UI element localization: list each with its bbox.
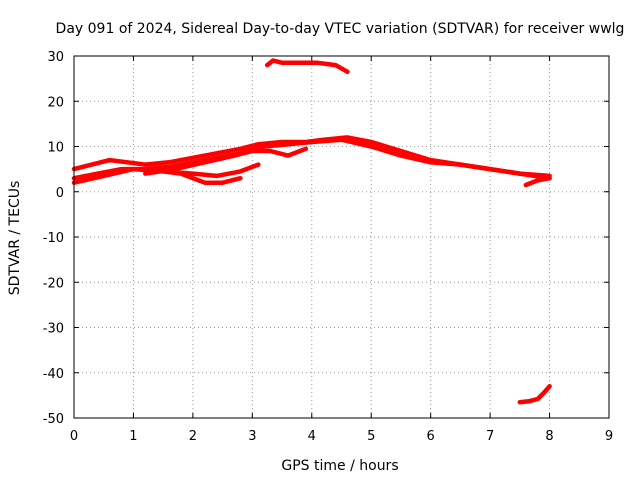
x-tick-label: 7 [486,429,494,444]
y-tick-label: 20 [47,95,64,110]
y-axis-label: SDTVAR / TECUs [7,181,23,296]
series-track-e [160,169,243,185]
y-tick-label: -40 [43,367,64,382]
x-tick-label: 3 [248,429,256,444]
x-tick-label: 5 [367,429,375,444]
y-tick-label: 0 [56,186,64,201]
chart-title: Day 091 of 2024, Sidereal Day-to-day VTE… [56,21,625,37]
series-track-h [517,384,552,405]
x-tick-labels: 0 1 2 3 4 5 6 7 8 9 [70,429,613,444]
series-layer [71,58,552,405]
series-track-g [264,58,350,75]
plot-frame [73,55,610,419]
series-track-f [523,175,552,188]
grid-layer [73,55,610,419]
y-tick-label: -50 [43,412,64,427]
x-tick-label: 2 [189,429,197,444]
x-tick-label: 1 [129,429,137,444]
x-tick-label: 0 [70,429,78,444]
x-tick-label: 4 [308,429,316,444]
series-track-d [143,146,309,176]
y-tick-labels: 30 20 10 0 -10 -20 -30 -40 -50 [43,50,64,427]
y-tick-label: -10 [43,231,64,246]
y-tick-label: -20 [43,276,64,291]
x-tick-label: 6 [427,429,435,444]
x-axis-label: GPS time / hours [281,458,398,474]
x-tick-label: 9 [605,429,613,444]
y-tick-label: 10 [47,141,64,156]
y-tick-label: 30 [47,50,64,65]
x-tick-label: 8 [545,429,553,444]
y-tick-label: -30 [43,322,64,337]
